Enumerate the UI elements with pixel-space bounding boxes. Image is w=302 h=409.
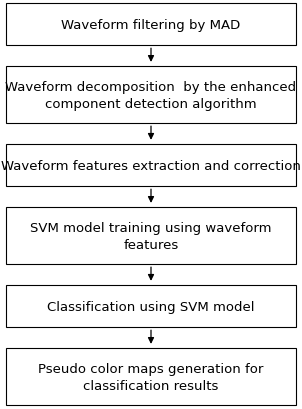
Text: Waveform decomposition  by the enhanced
component detection algorithm: Waveform decomposition by the enhanced c… [5,80,297,110]
Bar [6,67,296,124]
Bar [6,207,296,265]
Bar [6,348,296,405]
Bar [6,285,296,328]
Bar [6,144,296,187]
Text: Waveform features extraction and correction: Waveform features extraction and correct… [1,159,301,172]
Text: Classification using SVM model: Classification using SVM model [47,300,255,313]
Text: Waveform filtering by MAD: Waveform filtering by MAD [61,18,241,31]
Text: Pseudo color maps generation for
classification results: Pseudo color maps generation for classif… [38,362,264,391]
Bar [6,4,296,46]
Text: SVM model training using waveform
features: SVM model training using waveform featur… [30,221,272,251]
